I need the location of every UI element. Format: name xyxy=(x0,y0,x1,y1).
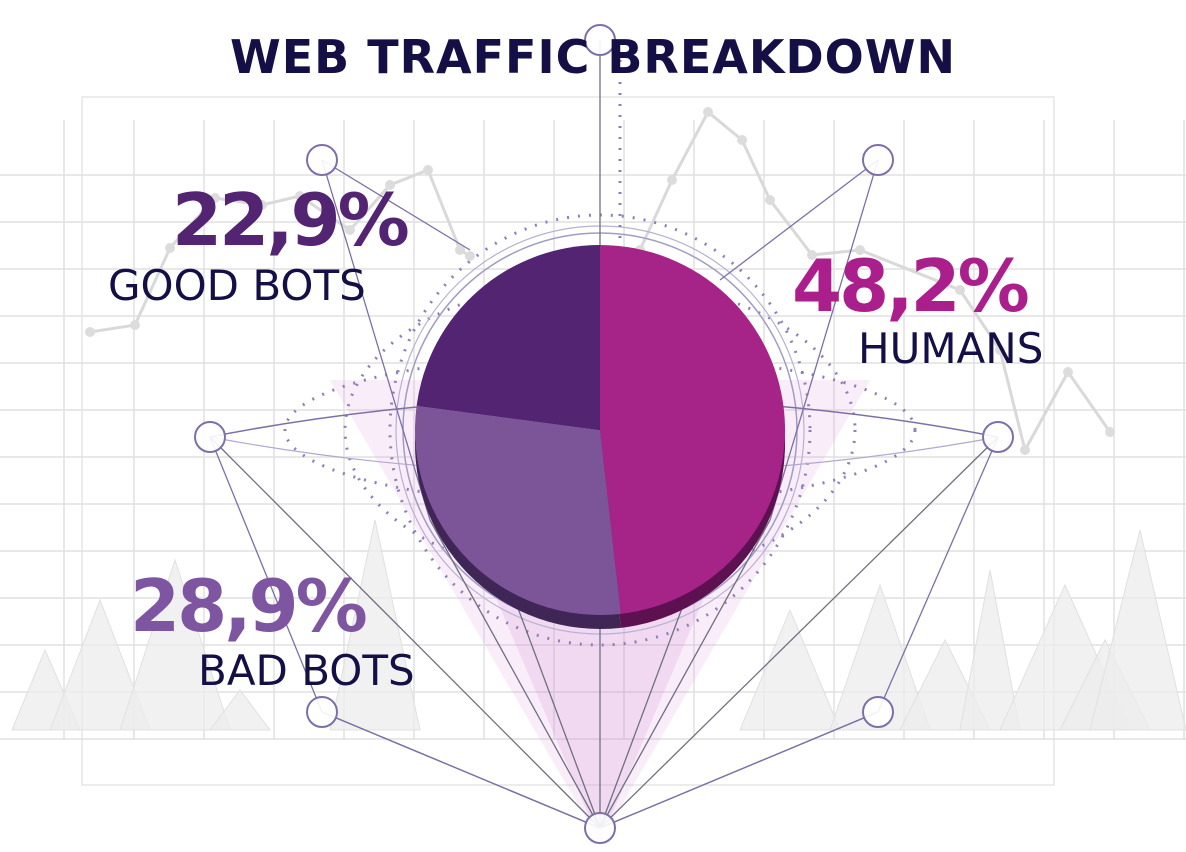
bad-bots-value: 28,9% xyxy=(130,564,368,648)
wave-point xyxy=(995,345,1005,355)
wave-point xyxy=(737,135,747,145)
connector-line xyxy=(321,159,431,521)
mountain-shape xyxy=(739,608,841,731)
pie-slice-bad-bots xyxy=(415,405,621,616)
pie-slices xyxy=(415,244,786,616)
wave-point xyxy=(465,251,475,261)
wave-point xyxy=(385,180,395,190)
orbit-node-icon xyxy=(306,696,338,728)
wave-point xyxy=(855,245,865,255)
connector-line xyxy=(719,159,879,281)
wave-point xyxy=(423,165,433,175)
wave-point xyxy=(807,250,817,260)
connector-lines xyxy=(209,40,999,829)
wave-point xyxy=(85,327,95,337)
humans-label: HUMANS xyxy=(858,324,1044,373)
wave-point xyxy=(703,107,713,117)
orbit-node-icon xyxy=(982,421,1014,453)
wave-point xyxy=(130,320,140,330)
chart-title: WEB TRAFFIC BREAKDOWN xyxy=(229,30,957,84)
good-bots-value: 22,9% xyxy=(172,178,410,262)
connector-line xyxy=(877,436,999,713)
orbit-nodes xyxy=(194,24,1014,844)
humans-value: 48,2% xyxy=(792,244,1030,328)
grid-frame xyxy=(81,96,1055,786)
connector-line xyxy=(321,159,471,251)
wave-point xyxy=(210,193,220,203)
wave-point xyxy=(455,245,465,255)
background-line-graph xyxy=(85,107,1115,455)
connector-line xyxy=(209,436,601,829)
mountain-shape xyxy=(209,689,271,731)
wave-point xyxy=(955,285,965,295)
mountain-shape xyxy=(959,569,1021,731)
mountain-shape xyxy=(1089,529,1186,731)
connector-line xyxy=(769,159,879,521)
orbit-node-icon xyxy=(862,696,894,728)
connector-line xyxy=(209,436,323,713)
background-mountains xyxy=(11,519,1186,731)
wave-point xyxy=(765,195,775,205)
bad-bots-label: BAD BOTS xyxy=(198,646,415,695)
pie-slice-humans xyxy=(600,244,786,614)
wave-point xyxy=(295,191,305,201)
connector-line xyxy=(599,519,771,829)
connector-line xyxy=(321,711,601,829)
wave-point xyxy=(165,243,175,253)
orbit-node-icon xyxy=(306,144,338,176)
wave-point xyxy=(1105,427,1115,437)
mountain-shape xyxy=(119,558,231,731)
wave-point xyxy=(1020,445,1030,455)
connector-line xyxy=(599,711,879,829)
connector-line xyxy=(429,519,601,829)
wave-point xyxy=(257,200,267,210)
pie-slice-good-bots xyxy=(416,245,600,430)
mountain-shape xyxy=(49,598,151,731)
mountain-shape xyxy=(829,583,931,731)
wave-point xyxy=(1063,367,1073,377)
orbit-node-icon xyxy=(584,812,616,844)
wave-line-right xyxy=(638,109,1112,455)
orbit-ring xyxy=(283,353,917,507)
wave-point xyxy=(345,225,355,235)
connector-line xyxy=(599,436,999,829)
wave-point xyxy=(667,175,677,185)
orbit-node-icon xyxy=(194,421,226,453)
orbit-node-icon xyxy=(862,144,894,176)
good-bots-label: GOOD BOTS xyxy=(108,261,366,310)
orbit-node-icon xyxy=(584,24,616,56)
